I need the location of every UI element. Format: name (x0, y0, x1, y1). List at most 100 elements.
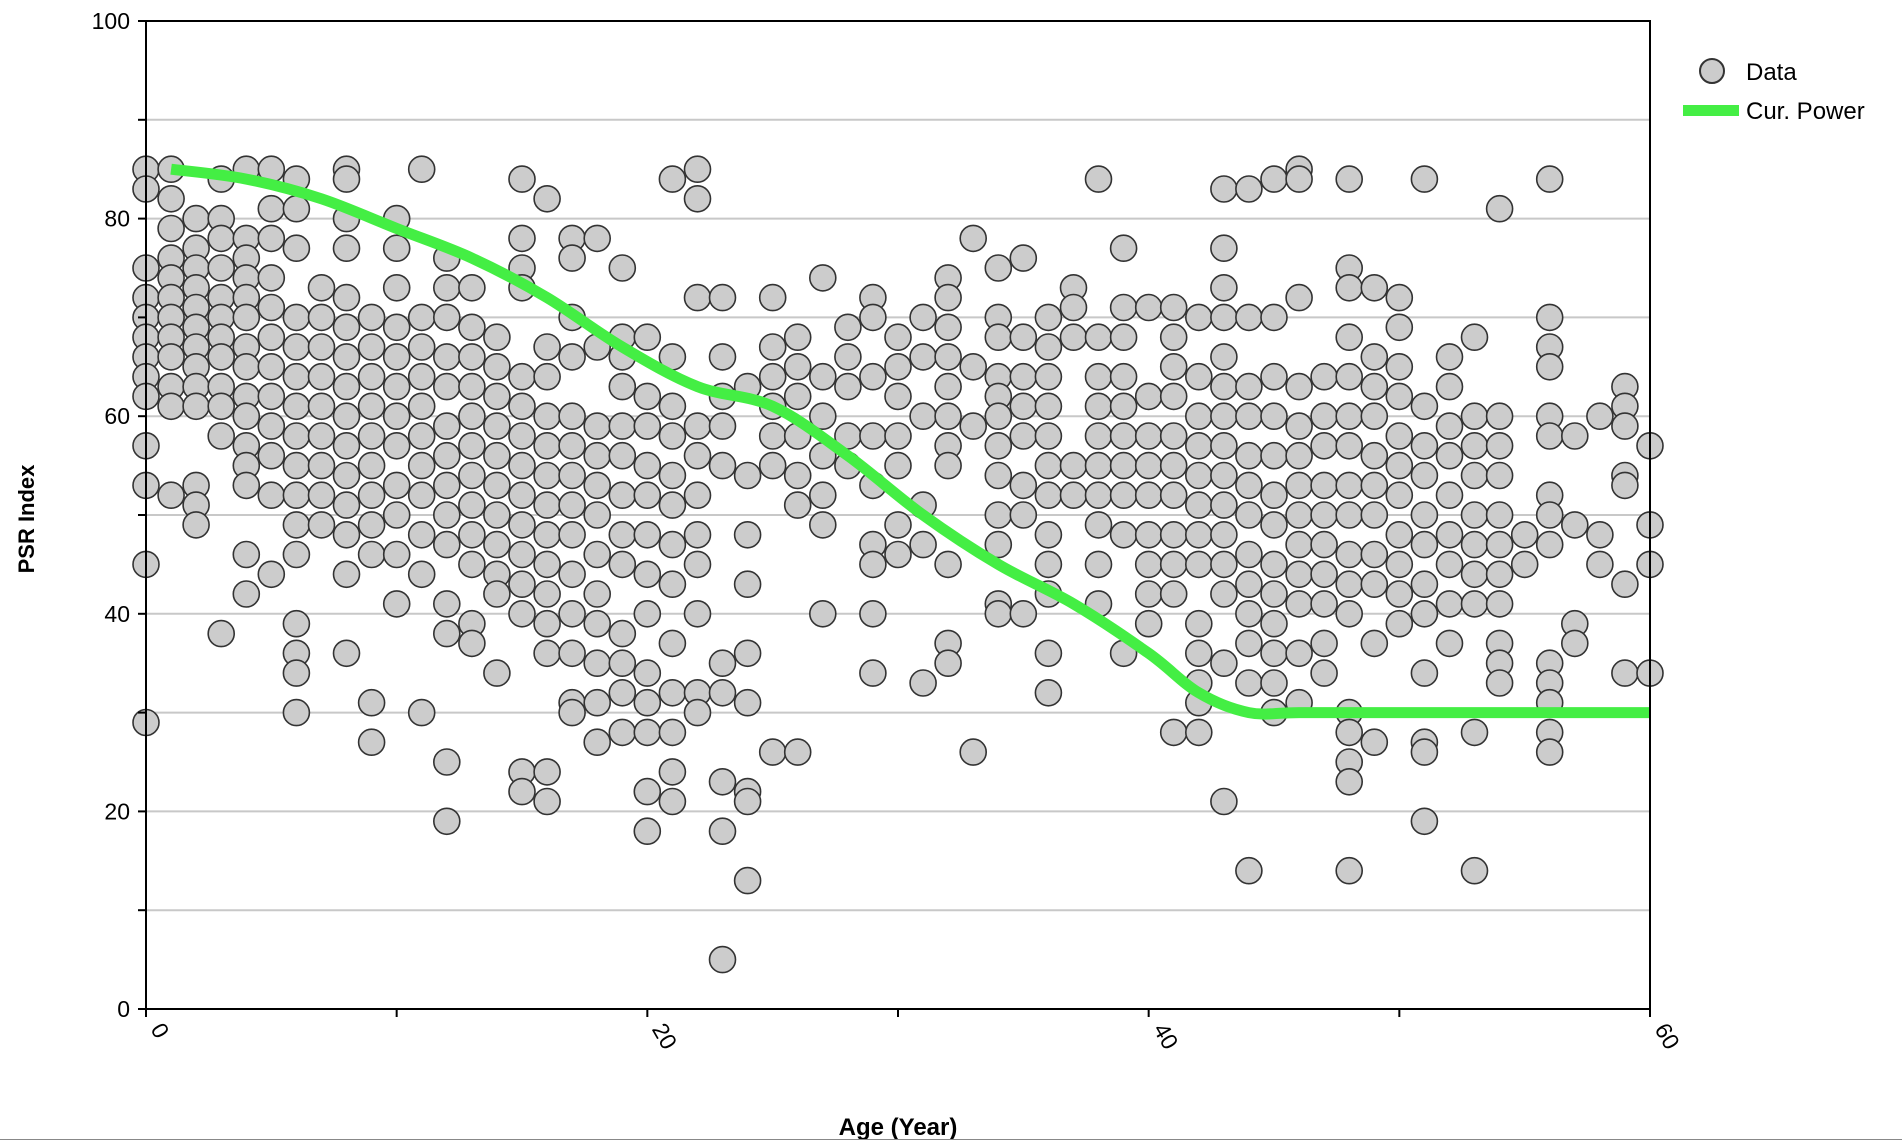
data-point (1385, 550, 1414, 579)
data-point (683, 283, 712, 312)
data-point (1410, 570, 1439, 599)
data-point (1260, 580, 1288, 608)
data-point (633, 451, 662, 480)
data-point (533, 550, 561, 579)
data-point (1084, 451, 1113, 480)
data-point (934, 550, 962, 579)
data-point (1385, 313, 1414, 342)
data-point (1460, 530, 1489, 559)
data-point (1109, 293, 1138, 322)
data-point (1435, 550, 1464, 579)
data-point (458, 491, 486, 519)
data-point (1235, 570, 1263, 599)
data-point (533, 758, 561, 786)
x-tick-label: 60 (1650, 1019, 1685, 1054)
data-point (984, 323, 1013, 352)
data-point (884, 323, 912, 352)
data-point (633, 599, 662, 628)
data-point (1335, 501, 1363, 529)
data-point (207, 422, 235, 450)
data-point (1360, 570, 1389, 599)
data-point (934, 343, 962, 371)
data-point (1410, 392, 1439, 421)
data-point (508, 224, 536, 253)
data-point (1210, 343, 1238, 371)
data-point (733, 688, 762, 717)
data-point (1159, 550, 1188, 579)
data-point (909, 669, 937, 697)
data-point (357, 422, 386, 450)
data-point (1009, 392, 1038, 421)
data-point (232, 402, 261, 431)
data-point (1009, 323, 1038, 352)
data-point (583, 609, 612, 638)
data-point (783, 738, 812, 766)
data-point (1210, 649, 1238, 678)
data-point (1210, 402, 1238, 431)
data-point (1435, 520, 1464, 549)
y-tick-label: 80 (104, 206, 130, 232)
data-point (608, 619, 637, 648)
data-point (1185, 550, 1213, 579)
data-point (884, 382, 912, 411)
data-point (583, 224, 612, 253)
y-tick-label: 100 (92, 8, 130, 34)
data-point (1034, 451, 1063, 480)
data-point (558, 639, 586, 668)
data-point (834, 343, 862, 371)
data-point (207, 224, 235, 253)
data-point (1034, 678, 1063, 707)
data-point (959, 224, 988, 253)
data-point (633, 659, 662, 687)
data-point (1310, 530, 1338, 559)
data-point (357, 362, 386, 391)
data-point (483, 412, 511, 440)
data-point (658, 422, 687, 450)
data-point (1260, 362, 1288, 391)
data-point (157, 392, 185, 421)
data-point (658, 530, 687, 559)
data-point (1059, 293, 1088, 322)
data-point (1210, 550, 1238, 579)
data-point (934, 451, 962, 480)
data-point (1335, 431, 1363, 460)
data-point (1134, 580, 1163, 608)
data-point (1285, 639, 1313, 668)
data-point (483, 501, 511, 529)
data-point (257, 382, 286, 411)
data-point (282, 194, 311, 223)
data-point (1260, 441, 1288, 470)
data-point (382, 234, 411, 262)
data-point (1185, 402, 1213, 431)
data-point (1385, 520, 1414, 549)
data-point (1159, 451, 1188, 480)
data-point (633, 323, 662, 352)
data-point (282, 609, 311, 638)
data-point (407, 155, 436, 183)
x-axis-title: Age (Year) (839, 1114, 958, 1141)
data-point (1310, 471, 1338, 500)
data-point (282, 451, 311, 480)
data-point (1285, 560, 1313, 589)
data-point (1185, 303, 1213, 332)
data-point (658, 392, 687, 421)
data-point (1235, 372, 1263, 401)
data-point (859, 599, 887, 628)
data-point (1611, 659, 1639, 687)
data-point (533, 402, 561, 431)
data-point (909, 343, 937, 371)
data-point (708, 817, 737, 846)
data-point (783, 382, 812, 411)
data-point (808, 481, 837, 510)
data-point (232, 471, 261, 500)
data-point (357, 540, 386, 569)
data-point (1360, 273, 1389, 302)
data-point (1109, 422, 1138, 450)
data-point (884, 451, 912, 480)
data-point (1310, 659, 1338, 687)
data-point (1410, 501, 1439, 529)
data-point (1059, 323, 1088, 352)
data-point (1460, 856, 1489, 885)
data-point (157, 214, 185, 243)
data-point (558, 244, 586, 272)
